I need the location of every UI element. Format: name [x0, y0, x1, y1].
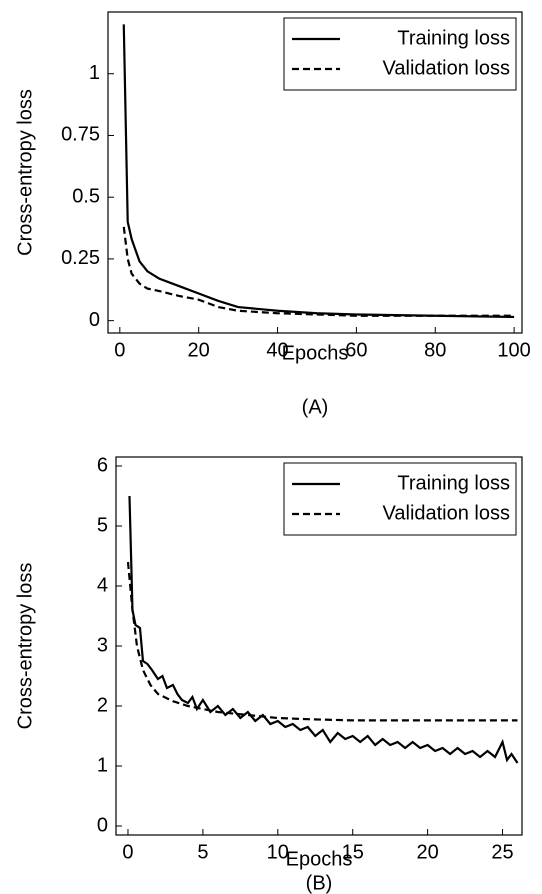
y-tick-label: 4 — [97, 574, 108, 596]
legend-label: Training loss — [397, 27, 510, 49]
legend-label: Validation loss — [383, 57, 510, 79]
x-tick-label: 20 — [188, 339, 210, 361]
y-tick-label: 0 — [89, 309, 100, 331]
caption: (A) — [302, 396, 329, 418]
legend-box — [283, 17, 517, 91]
y-tick-label: 1 — [89, 62, 100, 84]
series-line — [122, 226, 515, 317]
y-tick-label: 0 — [97, 814, 108, 836]
x-tick-label: 15 — [342, 841, 364, 863]
x-tick-label: 60 — [345, 339, 367, 361]
y-axis-label: Cross-entropy loss — [14, 89, 36, 256]
x-tick-label: 25 — [491, 841, 513, 863]
legend-box — [283, 462, 517, 536]
x-axis-label: Epochs — [282, 342, 349, 364]
series-line — [128, 495, 519, 764]
x-tick-label: 0 — [114, 339, 125, 361]
x-tick-label: 40 — [266, 339, 288, 361]
x-axis-label: Epochs — [286, 848, 353, 870]
x-tick-label: 20 — [416, 841, 438, 863]
y-tick-label: 3 — [97, 634, 108, 656]
y-tick-label: 5 — [97, 514, 108, 536]
x-tick-label: 80 — [424, 339, 446, 361]
x-tick-label: 100 — [497, 339, 530, 361]
legend-label: Training loss — [397, 472, 510, 494]
y-tick-label: 0.25 — [61, 247, 100, 269]
y-axis-label: Cross-entropy loss — [14, 563, 36, 730]
y-tick-label: 2 — [97, 694, 108, 716]
x-tick-label: 5 — [197, 841, 208, 863]
y-tick-label: 6 — [97, 454, 108, 476]
y-tick-label: 0.5 — [72, 185, 100, 207]
series-line — [126, 561, 518, 722]
plot-frame — [107, 11, 523, 334]
legend-label: Validation loss — [383, 502, 510, 524]
y-tick-label: 1 — [97, 754, 108, 776]
x-tick-label: 0 — [122, 841, 133, 863]
series-line — [122, 24, 515, 319]
caption: (B) — [306, 872, 333, 894]
x-tick-label: 10 — [267, 841, 289, 863]
y-tick-label: 0.75 — [61, 124, 100, 146]
